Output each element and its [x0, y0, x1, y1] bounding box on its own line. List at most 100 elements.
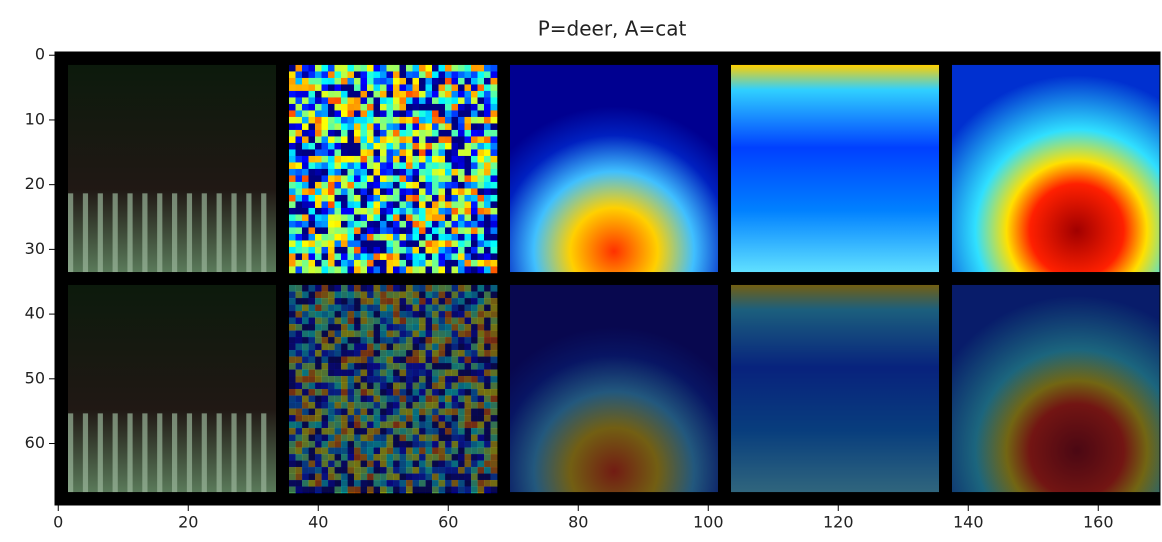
image-pixel: [360, 323, 368, 331]
image-pixel: [490, 71, 498, 79]
image-pixel: [315, 90, 322, 98]
image-pixel: [399, 453, 407, 461]
image-pixel: [393, 421, 400, 429]
image-pixel: [484, 103, 491, 111]
image-pixel: [308, 227, 316, 235]
image-pixel: [445, 90, 452, 98]
image-pixel: [328, 266, 335, 274]
image-pixel: [419, 414, 426, 422]
image-pixel: [412, 479, 420, 487]
image-pixel: [386, 291, 394, 299]
image-pixel: [425, 291, 433, 299]
image-pixel: [432, 473, 439, 481]
image-pixel: [471, 460, 478, 468]
image-pixel: [315, 103, 322, 111]
image-pixel: [490, 343, 498, 351]
image-pixel: [360, 266, 368, 274]
image-pixel: [380, 369, 387, 377]
image-pixel: [386, 240, 394, 248]
image-pixel: [302, 97, 309, 105]
image-pixel: [393, 123, 400, 131]
image-pixel: [380, 362, 387, 370]
image-pixel: [438, 240, 446, 248]
image-pixel: [412, 123, 420, 131]
image-pixel: [334, 181, 342, 189]
image-pixel: [367, 434, 374, 442]
image-pixel: [360, 330, 368, 338]
image-pixel: [289, 401, 296, 409]
image-pixel: [373, 162, 381, 170]
image-pixel: [289, 382, 296, 390]
image-pixel: [464, 336, 472, 344]
image-pixel: [490, 123, 498, 131]
image-pixel: [308, 317, 316, 325]
image-pixel: [295, 181, 303, 189]
image-pixel: [373, 382, 381, 390]
image-pixel: [458, 473, 465, 481]
image-pixel: [341, 421, 348, 429]
image-pixel: [432, 162, 439, 170]
image-pixel: [451, 304, 459, 312]
image-pixel: [490, 149, 498, 157]
image-pixel: [471, 336, 478, 344]
image-pixel: [477, 129, 485, 137]
image-pixel: [341, 414, 348, 422]
image-pixel: [464, 77, 472, 85]
image-pixel: [347, 175, 355, 183]
image-pixel: [360, 408, 368, 416]
image-pixel: [464, 401, 472, 409]
image-pixel: [373, 369, 381, 377]
image-pixel: [341, 349, 348, 357]
image-pixel: [347, 408, 355, 416]
image-pixel: [445, 466, 452, 474]
image-pixel: [458, 375, 465, 383]
image-pixel: [477, 110, 485, 118]
image-pixel: [341, 284, 348, 292]
image-pixel: [471, 220, 478, 228]
image-pixel: [406, 460, 413, 468]
image-pixel: [399, 136, 407, 144]
image-pixel: [445, 408, 452, 416]
image-panel: [731, 284, 939, 493]
image-pixel: [490, 97, 498, 105]
image-pixel: [458, 246, 465, 254]
image-pixel: [438, 266, 446, 274]
image-pixel: [432, 97, 439, 105]
image-pixel: [451, 479, 459, 487]
image-pixel: [432, 84, 439, 92]
image-pixel: [334, 284, 342, 292]
image-pixel: [438, 207, 446, 215]
image-pixel: [328, 194, 335, 202]
image-pixel: [419, 259, 426, 267]
image-pixel: [295, 434, 303, 442]
image-pixel: [412, 473, 420, 481]
image-stripe: [112, 413, 118, 493]
image-pixel: [360, 259, 368, 267]
image-pixel: [419, 162, 426, 170]
image-pixel: [432, 310, 439, 318]
image-pixel: [484, 291, 491, 299]
image-pixel: [360, 136, 368, 144]
image-pixel: [380, 103, 387, 111]
image-pixel: [406, 297, 413, 305]
image-pixel: [321, 136, 329, 144]
image-pixel: [432, 427, 439, 435]
image-pixel: [399, 77, 407, 85]
image-pixel: [393, 453, 400, 461]
image-pixel: [412, 142, 420, 150]
image-pixel: [354, 136, 361, 144]
image-pixel: [295, 64, 303, 72]
image-pixel: [445, 253, 452, 261]
image-pixel: [393, 246, 400, 254]
image-pixel: [490, 168, 498, 176]
image-pixel: [471, 142, 478, 150]
image-pixel: [406, 227, 413, 235]
image-pixel: [412, 116, 420, 124]
image-pixel: [419, 440, 426, 448]
x-tick-label: 80: [568, 513, 588, 532]
image-pixel: [321, 440, 329, 448]
image-pixel: [328, 349, 335, 357]
image-pixel: [380, 395, 387, 403]
image-pixel: [412, 129, 420, 137]
image-pixel: [380, 460, 387, 468]
